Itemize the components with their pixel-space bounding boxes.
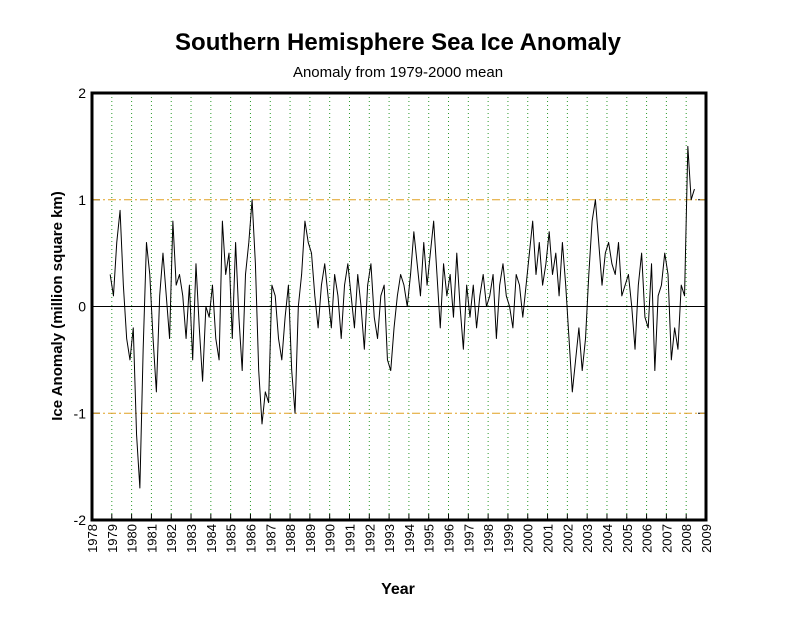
x-tick-label: 1994	[402, 524, 417, 553]
y-tick-label: -1	[74, 405, 87, 421]
x-tick-label: 2006	[640, 524, 655, 553]
x-tick-label: 1993	[382, 524, 397, 553]
x-tick-label: 1980	[125, 524, 140, 553]
x-tick-label: 1981	[144, 524, 159, 553]
grid	[91, 92, 707, 521]
x-tick-label: 1987	[263, 524, 278, 553]
x-axis-label: Year	[381, 581, 415, 598]
chart-title: Southern Hemisphere Sea Ice Anomaly	[175, 29, 622, 56]
series-line	[109, 145, 695, 489]
x-tick-label: 2005	[620, 524, 635, 553]
x-tick-label: 2003	[580, 524, 595, 553]
x-tick-label: 1978	[85, 524, 100, 553]
x-tick-label: 1990	[323, 524, 338, 553]
y-tick-label: 2	[78, 85, 86, 101]
x-tick-label: 1986	[243, 524, 258, 553]
x-tick-label: 1982	[164, 524, 179, 553]
x-tick-label: 1984	[204, 524, 219, 553]
x-tick-label: 2007	[659, 524, 674, 553]
y-tick-label: 1	[78, 192, 86, 208]
x-tick-label: 1996	[442, 524, 457, 553]
chart-subtitle: Anomaly from 1979-2000 mean	[293, 64, 503, 81]
x-tick-label: 1991	[342, 524, 357, 553]
y-axis-label: Ice Anomaly (million square km)	[49, 191, 66, 421]
x-tick-label: 1997	[461, 524, 476, 553]
x-tick-label: 1989	[303, 524, 318, 553]
x-tick-label: 1992	[362, 524, 377, 553]
x-tick-label: 1979	[105, 524, 120, 553]
x-tick-label: 1998	[481, 524, 496, 553]
y-tick-label: -2	[74, 512, 87, 528]
x-tick-label: 2004	[600, 524, 615, 553]
x-tick-label: 2001	[541, 524, 556, 553]
x-tick-label: 1983	[184, 524, 199, 553]
y-tick-label: 0	[78, 299, 86, 315]
x-tick-label: 2009	[699, 524, 714, 553]
marks	[109, 145, 695, 489]
x-tick-label: 2008	[679, 524, 694, 553]
x-tick-label: 1985	[224, 524, 239, 553]
x-tick-label: 2002	[560, 524, 575, 553]
x-tick-label: 2000	[521, 524, 536, 553]
x-tick-label: 1988	[283, 524, 298, 553]
x-tick-label: 1999	[501, 524, 516, 553]
plot-frame	[90, 91, 708, 522]
x-tick-label: 1995	[422, 524, 437, 553]
